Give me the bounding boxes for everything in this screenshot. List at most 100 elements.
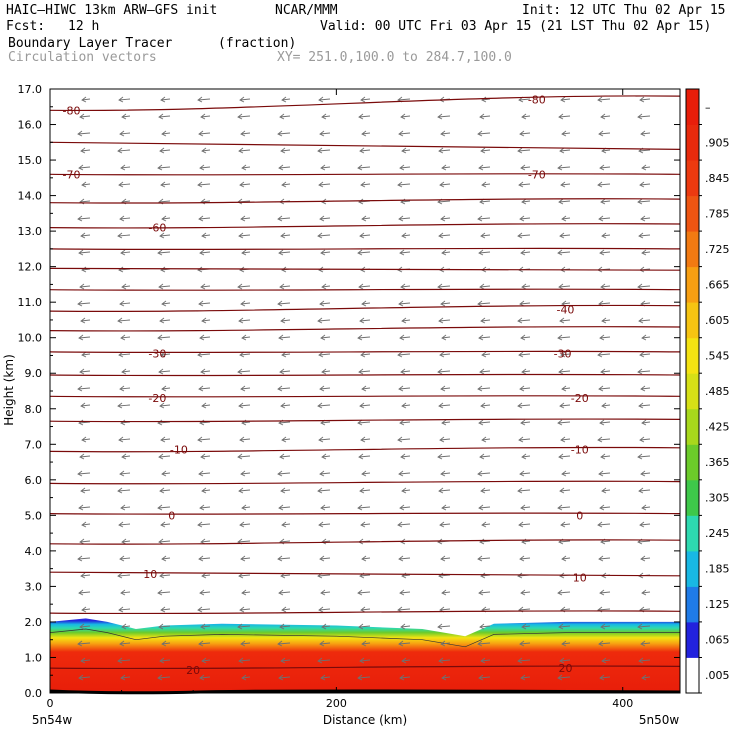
circulation-vector bbox=[79, 453, 91, 460]
circulation-vector bbox=[239, 351, 251, 358]
circulation-vector bbox=[280, 232, 291, 239]
circulation-vector bbox=[477, 130, 491, 137]
circulation-vector bbox=[360, 351, 371, 358]
circulation-vector bbox=[641, 674, 651, 681]
colorbar-swatch bbox=[686, 195, 699, 232]
circulation-vector bbox=[481, 351, 491, 358]
circulation-vector bbox=[280, 317, 291, 324]
circulation-vector bbox=[560, 436, 571, 443]
circulation-vector bbox=[597, 351, 611, 358]
circulation-vector bbox=[598, 130, 611, 137]
y-tick-label: 0.0 bbox=[25, 687, 43, 700]
circulation-vector bbox=[358, 368, 371, 375]
circulation-vector bbox=[80, 487, 91, 494]
circulation-vector bbox=[197, 351, 211, 358]
isotherm-line bbox=[49, 247, 681, 251]
circulation-vector bbox=[197, 266, 211, 273]
y-tick-label: 7.0 bbox=[25, 438, 43, 451]
circulation-vector bbox=[401, 487, 411, 494]
circulation-vector bbox=[557, 164, 571, 171]
circulation-vector bbox=[359, 147, 371, 154]
circulation-vector bbox=[437, 113, 451, 120]
isotherm-line bbox=[49, 480, 681, 485]
circulation-vector bbox=[637, 283, 651, 290]
circulation-vector bbox=[117, 317, 131, 324]
circulation-vector bbox=[239, 606, 251, 613]
circulation-vector bbox=[277, 385, 291, 392]
circulation-vectors bbox=[77, 96, 651, 681]
circulation-vector bbox=[199, 589, 211, 596]
circulation-vector bbox=[279, 113, 291, 120]
circulation-vector bbox=[598, 555, 611, 562]
circulation-vector bbox=[79, 368, 91, 375]
circulation-vector bbox=[159, 657, 171, 664]
circulation-vector bbox=[197, 606, 211, 613]
circulation-vector bbox=[400, 368, 411, 375]
circulation-vector bbox=[281, 351, 291, 358]
circulation-vector bbox=[517, 402, 531, 409]
circulation-vector bbox=[359, 317, 371, 324]
circulation-vector bbox=[357, 419, 371, 426]
circulation-vector bbox=[641, 589, 651, 596]
circulation-vector bbox=[241, 504, 251, 511]
circulation-vector bbox=[78, 249, 91, 256]
circulation-vector bbox=[558, 283, 571, 290]
circulation-vector bbox=[401, 147, 411, 154]
circulation-vector bbox=[440, 130, 451, 137]
circulation-vector bbox=[200, 623, 211, 630]
circulation-vector bbox=[440, 300, 451, 307]
circulation-vector bbox=[158, 623, 171, 630]
circulation-vector bbox=[477, 385, 491, 392]
circulation-vector bbox=[119, 385, 131, 392]
circulation-vector bbox=[238, 147, 251, 154]
circulation-vector bbox=[157, 504, 171, 511]
circulation-vector bbox=[117, 232, 131, 239]
circulation-vector bbox=[517, 147, 531, 154]
circulation-vector bbox=[640, 555, 651, 562]
isotherm-line bbox=[49, 95, 681, 112]
circulation-vector bbox=[160, 606, 171, 613]
y-tick-label: 4.0 bbox=[25, 545, 43, 558]
circulation-vector bbox=[199, 334, 211, 341]
circulation-vector bbox=[600, 453, 611, 460]
isotherm-line bbox=[49, 141, 681, 150]
circulation-vector bbox=[279, 368, 291, 375]
circulation-vector bbox=[519, 385, 531, 392]
circulation-vector bbox=[198, 555, 211, 562]
xy-endpoints: XY= 251.0,100.0 to 284.7,100.0 bbox=[277, 50, 512, 65]
circulation-vector bbox=[120, 674, 131, 681]
circulation-vector bbox=[117, 657, 131, 664]
isotherm-line bbox=[49, 373, 681, 377]
circulation-vector bbox=[157, 164, 171, 171]
circulation-vector bbox=[80, 147, 91, 154]
circulation-vector bbox=[157, 674, 171, 681]
circulation-vector bbox=[599, 164, 611, 171]
circulation-vector bbox=[479, 538, 491, 545]
circulation-vector bbox=[241, 164, 251, 171]
circulation-vector bbox=[238, 402, 251, 409]
circulation-vector bbox=[198, 130, 211, 137]
isotherm-label: 0 bbox=[168, 509, 175, 522]
circulation-vector bbox=[80, 572, 91, 579]
circulation-vector bbox=[478, 164, 491, 171]
circulation-vector bbox=[198, 385, 211, 392]
circulation-vector bbox=[481, 96, 491, 103]
y-tick-label: 5.0 bbox=[25, 509, 43, 522]
colorbar-label: .185 bbox=[705, 563, 730, 576]
circulation-vector bbox=[558, 113, 571, 120]
circulation-vector bbox=[319, 130, 331, 137]
circulation-vector bbox=[401, 657, 411, 664]
circulation-vector bbox=[81, 436, 91, 443]
colorbar-label: .605 bbox=[705, 314, 730, 327]
circulation-vector bbox=[601, 657, 611, 664]
model-title: HAIC–HIWC 13km ARW–GFS init bbox=[6, 3, 218, 18]
circulation-vector bbox=[439, 181, 451, 188]
circulation-vector bbox=[200, 368, 211, 375]
circulation-vector bbox=[318, 351, 331, 358]
circulation-vector bbox=[279, 283, 291, 290]
circulation-vector bbox=[640, 470, 651, 477]
y-axis-title: Height (km) bbox=[2, 354, 16, 425]
circulation-vector bbox=[358, 198, 371, 205]
circulation-vector bbox=[441, 164, 451, 171]
circulation-vector bbox=[281, 606, 291, 613]
